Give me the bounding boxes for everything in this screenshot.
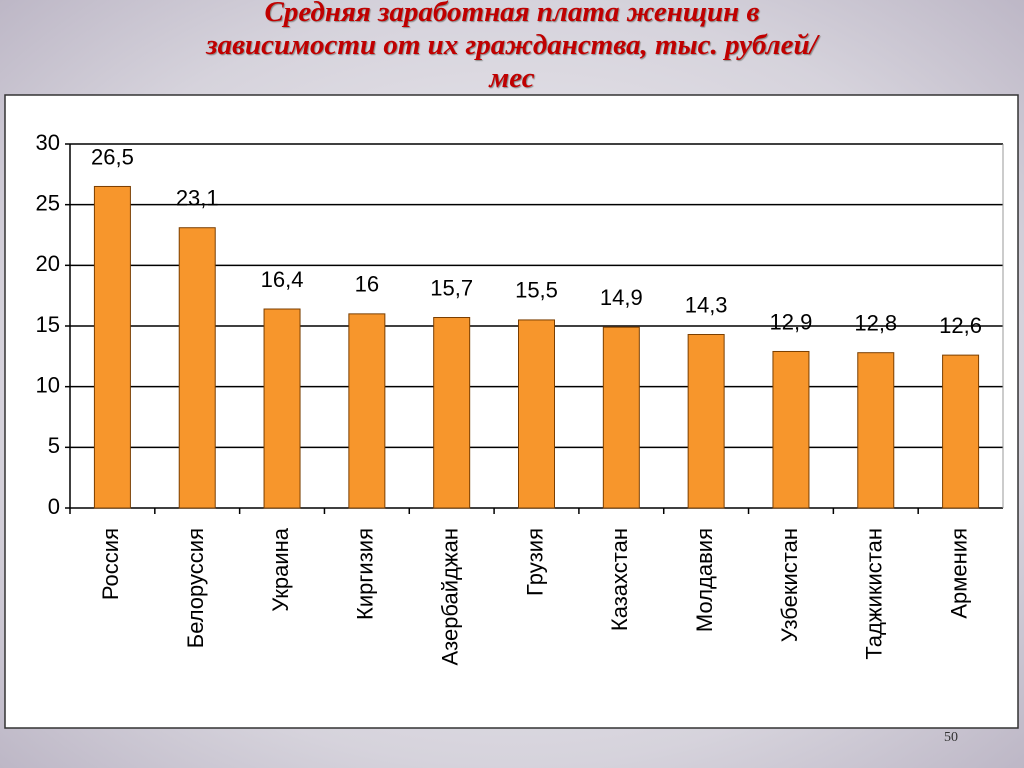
data-label: 16,4 (261, 267, 304, 292)
bar (857, 352, 895, 509)
chart-frame (4, 94, 1019, 729)
bar (942, 354, 980, 509)
data-label: 14,9 (600, 285, 643, 310)
bar (348, 313, 386, 509)
y-tick-label: 0 (48, 494, 60, 519)
data-label: 16 (355, 272, 379, 297)
bar (772, 350, 810, 509)
x-tick-label: Узбекистан (777, 528, 802, 642)
bar (93, 185, 131, 509)
y-tick-label: 5 (48, 433, 60, 458)
y-tick-label: 20 (36, 251, 60, 276)
x-tick-label: Россия (98, 528, 123, 600)
page-number: 50 (944, 730, 958, 745)
x-tick-label: Казахстан (607, 528, 632, 631)
y-tick-label: 30 (36, 130, 60, 155)
x-tick-label: Армения (946, 528, 971, 619)
data-label: 12,6 (939, 313, 982, 338)
data-label: 12,9 (770, 309, 813, 334)
y-tick-label: 10 (36, 372, 60, 397)
bar (687, 333, 725, 509)
y-tick-label: 15 (36, 312, 60, 337)
bar (602, 326, 640, 509)
bar (518, 319, 555, 509)
bar (178, 227, 216, 509)
x-tick-label: Киргизия (353, 528, 378, 620)
x-tick-label: Азербайджан (437, 528, 462, 666)
data-label: 12,8 (854, 311, 897, 336)
chart-title: Средняя заработная плата женщин в зависи… (206, 0, 818, 94)
data-label: 15,7 (430, 275, 473, 300)
bar (263, 308, 301, 509)
data-label: 14,3 (685, 292, 728, 317)
bar (433, 317, 471, 509)
data-label: 15,5 (515, 278, 558, 303)
y-tick-label: 25 (36, 190, 60, 215)
x-tick-label: Молдавия (692, 528, 717, 632)
x-tick-label: Грузия (522, 528, 547, 596)
data-label: 26,5 (91, 144, 134, 169)
data-label: 23,1 (176, 186, 219, 211)
x-tick-label: Украина (268, 527, 293, 612)
x-tick-label: Таджикистан (862, 528, 887, 660)
x-tick-label: Белоруссия (183, 528, 208, 648)
